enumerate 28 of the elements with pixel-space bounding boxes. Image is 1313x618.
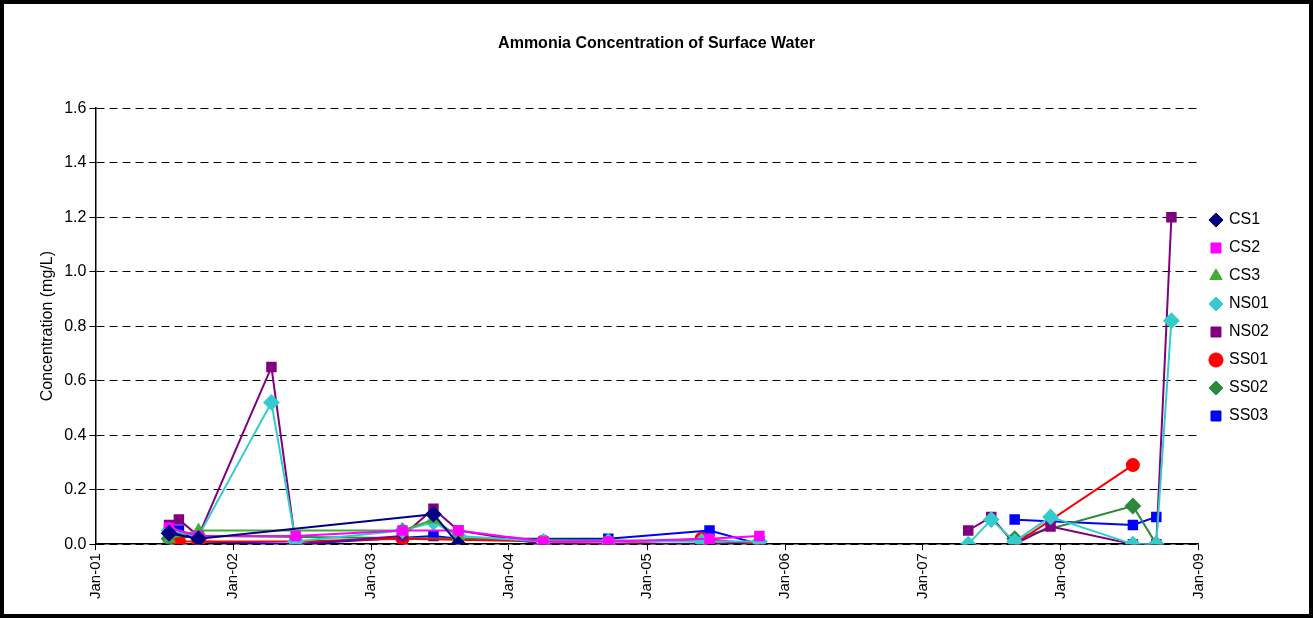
legend-label: CS1 [1228,210,1261,228]
x-tick-label: Jan-04 [499,553,517,600]
x-tick-label: Jan-07 [913,553,931,600]
x-tick-label: Jan-08 [1050,553,1068,600]
chart-title: Ammonia Concentration of Surface Water [498,34,815,52]
legend-label: SS03 [1228,406,1269,424]
y-tick-label: 0.2 [64,480,87,498]
y-tick-label: 0.4 [64,425,87,443]
legend-label: SS02 [1228,378,1269,396]
y-tick-label: 1.0 [64,262,87,280]
x-tick-label: Jan-03 [361,553,379,600]
y-tick-label: 0.0 [64,534,87,552]
y-tick-label: 1.2 [64,207,87,225]
y-axis-title: Concentration (mg/L) [38,251,56,402]
y-tick-label: 1.4 [64,153,87,171]
legend-label: CS3 [1228,266,1261,284]
y-tick-label: 0.6 [64,371,87,389]
legend-label: CS2 [1228,238,1261,256]
x-tick-label: Jan-02 [223,553,241,600]
legend-label: NS01 [1228,294,1270,312]
x-tick-label: Jan-01 [85,553,103,600]
x-tick-label: Jan-05 [637,553,655,600]
y-tick-label: 0.8 [64,316,87,334]
legend-label: NS02 [1228,322,1270,340]
x-tick-label: Jan-06 [775,553,793,600]
y-tick-label: 1.6 [64,98,87,116]
x-tick-label: Jan-09 [1189,553,1207,600]
legend-label: SS01 [1228,350,1269,368]
